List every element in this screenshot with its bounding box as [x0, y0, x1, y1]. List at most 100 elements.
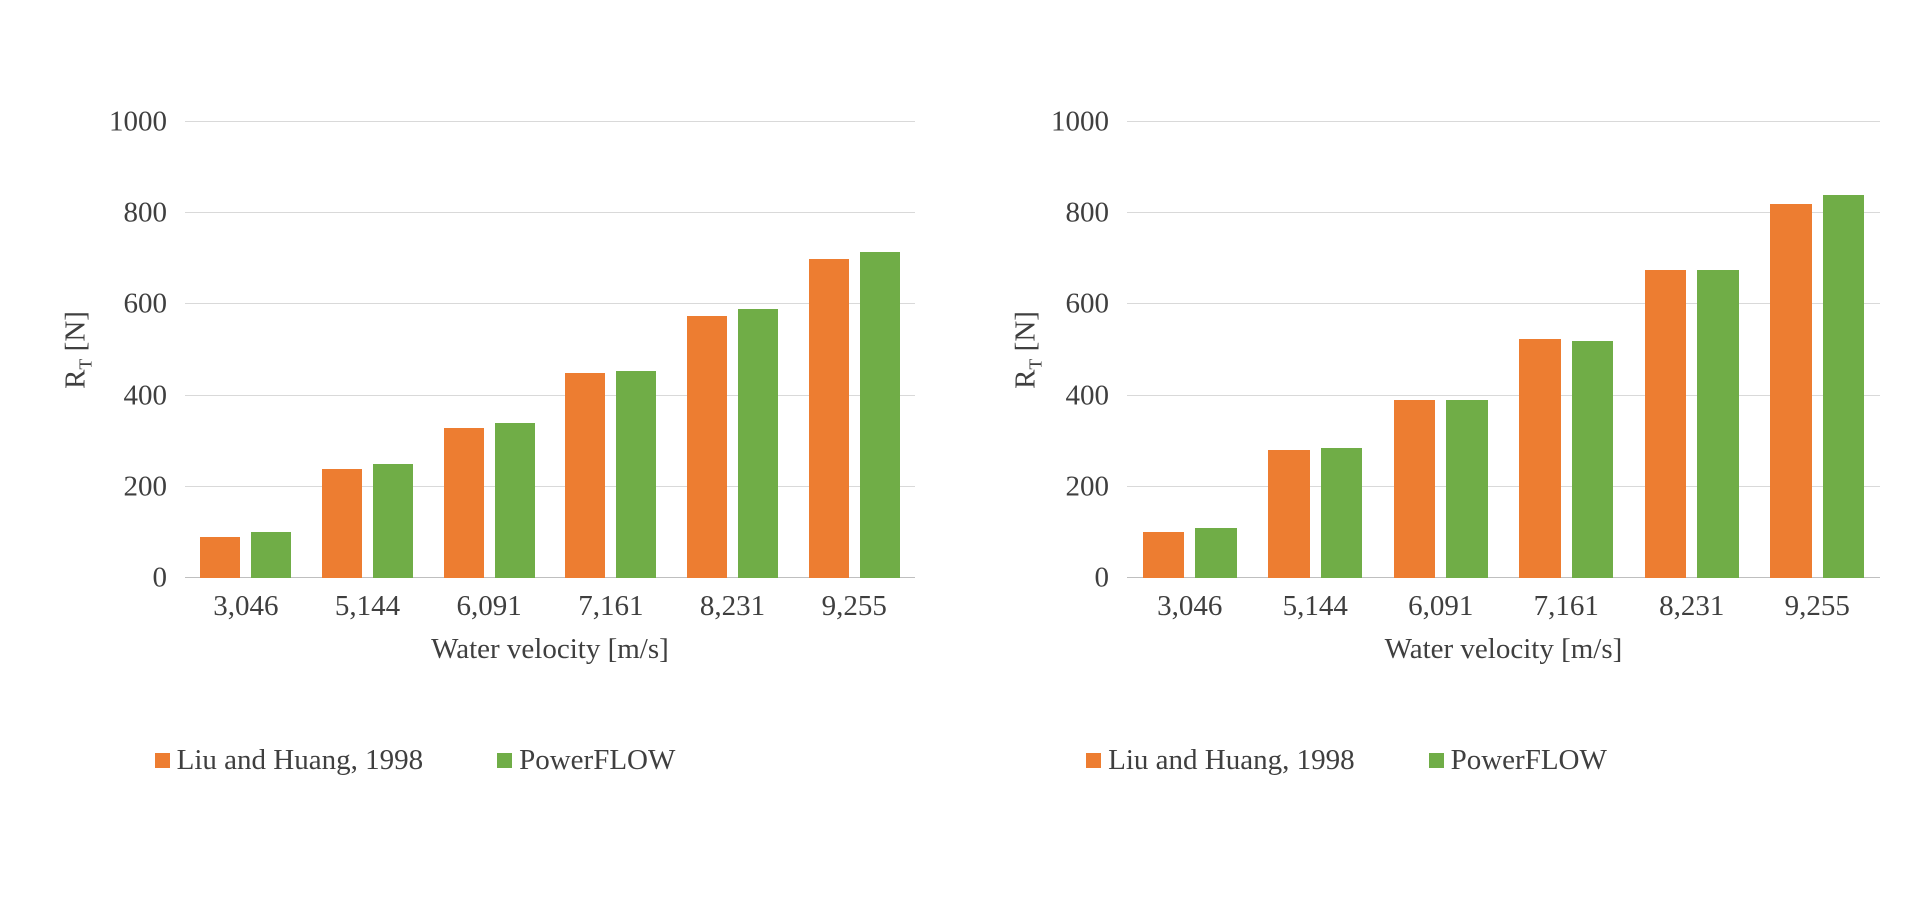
bar-liu-and-huang-1998	[1142, 532, 1185, 578]
y-tick-label: 400	[1065, 379, 1110, 412]
y-tick-label: 600	[123, 287, 168, 320]
gridline	[185, 121, 915, 122]
plot-area	[185, 121, 915, 578]
x-tick-label: 3,046	[213, 590, 279, 622]
bar-powerflow	[859, 251, 900, 578]
y-axis-title-unit: [N]	[59, 311, 92, 359]
bar-liu-and-huang-1998	[1770, 204, 1812, 578]
gridline	[185, 485, 915, 487]
y-axis-title-subscript: T	[1024, 358, 1045, 370]
x-tick-label: 5,144	[334, 590, 401, 622]
bar-group	[550, 122, 672, 578]
x-axis-title: Water velocity [m/s]	[431, 633, 669, 665]
bar-liu-and-huang-1998	[321, 468, 362, 578]
bar-powerflow	[1571, 340, 1614, 578]
bar-group	[672, 122, 794, 578]
bar-group	[307, 122, 429, 578]
bar-group	[793, 122, 915, 578]
legend: Liu and Huang, 1998 PowerFLOW	[909, 746, 1784, 775]
y-tick-label: 400	[123, 379, 168, 412]
bar-group	[1755, 122, 1881, 578]
x-tick-label: 9,255	[821, 590, 887, 622]
bar-group	[428, 122, 550, 578]
bar-powerflow	[1195, 527, 1237, 578]
y-axis-title-unit: [N]	[1009, 311, 1042, 359]
y-axis-title: RT [N]	[55, 122, 100, 578]
y-axis-title-base: R	[1009, 369, 1042, 389]
bar-group	[1629, 122, 1755, 578]
gridline	[185, 212, 915, 214]
gridline	[185, 394, 915, 396]
bar-group	[185, 122, 307, 578]
bar-powerflow	[1320, 448, 1363, 578]
plot-area	[1127, 121, 1880, 578]
bar-powerflow	[1822, 194, 1865, 578]
y-tick-label: 1000	[1051, 105, 1109, 138]
figure: RT [N] 0 200 400 600 800 1000 3,046 5,144 6,091…	[55, 107, 1880, 775]
legend-label: Liu and Huang, 1998	[1108, 744, 1355, 776]
gridline	[1127, 212, 1880, 214]
legend-item: Liu and Huang, 1998	[154, 744, 424, 776]
legend-label: PowerFLOW	[519, 744, 676, 776]
y-axis-title-base: R	[59, 369, 92, 389]
y-tick-label: 600	[1065, 287, 1110, 320]
bar-powerflow	[494, 422, 535, 578]
bar-groups	[185, 122, 915, 578]
bar-group	[1378, 122, 1504, 578]
x-tick-label: 6,091	[456, 590, 522, 622]
x-axis-tick-labels: 3,046 5,144 6,091 7,161 8,231 9,255	[1127, 592, 1880, 621]
x-tick-label: 7,161	[1533, 590, 1599, 622]
bar-groups	[1127, 122, 1880, 578]
y-axis-title: RT [N]	[1005, 122, 1050, 578]
y-tick-label: 800	[1065, 196, 1110, 229]
legend-swatch-icon	[497, 753, 513, 768]
bar-liu-and-huang-1998	[808, 258, 849, 578]
x-tick-label: 8,231	[699, 590, 766, 622]
bar-powerflow	[738, 308, 779, 578]
bar-powerflow	[251, 532, 292, 578]
y-axis-title-text: RT [N]	[1009, 311, 1045, 389]
y-axis-tick-labels: 0 200 400 600 800 1000	[1050, 107, 1127, 592]
x-tick-label: 8,231	[1659, 590, 1725, 622]
y-tick-label: 0	[1094, 561, 1110, 594]
bar-liu-and-huang-1998	[200, 536, 241, 578]
bar-group	[1253, 122, 1379, 578]
legend-swatch-icon	[1086, 753, 1102, 768]
y-tick-label: 800	[123, 196, 168, 229]
x-tick-label: 9,255	[1784, 590, 1850, 622]
gridline	[1127, 121, 1880, 122]
bar-liu-and-huang-1998	[686, 315, 728, 578]
bar-liu-and-huang-1998	[1519, 338, 1561, 578]
bar-liu-and-huang-1998	[565, 372, 606, 578]
x-tick-label: 5,144	[1282, 590, 1348, 622]
x-tick-label: 3,046	[1157, 590, 1223, 622]
bar-group	[1127, 122, 1253, 578]
gridline	[1127, 303, 1880, 305]
y-tick-label: 200	[123, 470, 168, 503]
bar-liu-and-huang-1998	[1393, 400, 1436, 578]
legend-swatch-icon	[154, 753, 170, 768]
y-axis-tick-labels: 0 200 400 600 800 1000	[100, 107, 185, 592]
bar-powerflow	[616, 370, 657, 578]
x-axis-line	[185, 577, 915, 578]
bar-chart-left: RT [N] 0 200 400 600 800 1000 3,046 5,144 6,091…	[55, 107, 915, 775]
x-axis-title: Water velocity [m/s]	[1384, 633, 1623, 665]
legend-label: Liu and Huang, 1998	[176, 744, 424, 776]
legend: Liu and Huang, 1998 PowerFLOW	[0, 746, 845, 775]
bar-powerflow	[1446, 400, 1488, 578]
bar-group	[1504, 122, 1630, 578]
legend-swatch-icon	[1428, 753, 1444, 768]
gridline	[185, 303, 915, 305]
y-tick-label: 200	[1065, 470, 1110, 503]
y-tick-label: 0	[152, 561, 168, 594]
bar-chart-right: RT [N] 0 200 400 600 800 1000 3,046 5,144 6,091…	[1005, 107, 1880, 775]
bar-liu-and-huang-1998	[1644, 270, 1687, 578]
y-axis-title-text: RT [N]	[59, 311, 95, 389]
bar-liu-and-huang-1998	[443, 427, 484, 578]
legend-label: PowerFLOW	[1450, 744, 1607, 776]
legend-item: PowerFLOW	[1428, 744, 1607, 776]
bar-powerflow	[1697, 270, 1739, 578]
bar-powerflow	[373, 464, 414, 578]
y-tick-label: 1000	[109, 105, 167, 138]
x-tick-label: 7,161	[578, 590, 644, 622]
